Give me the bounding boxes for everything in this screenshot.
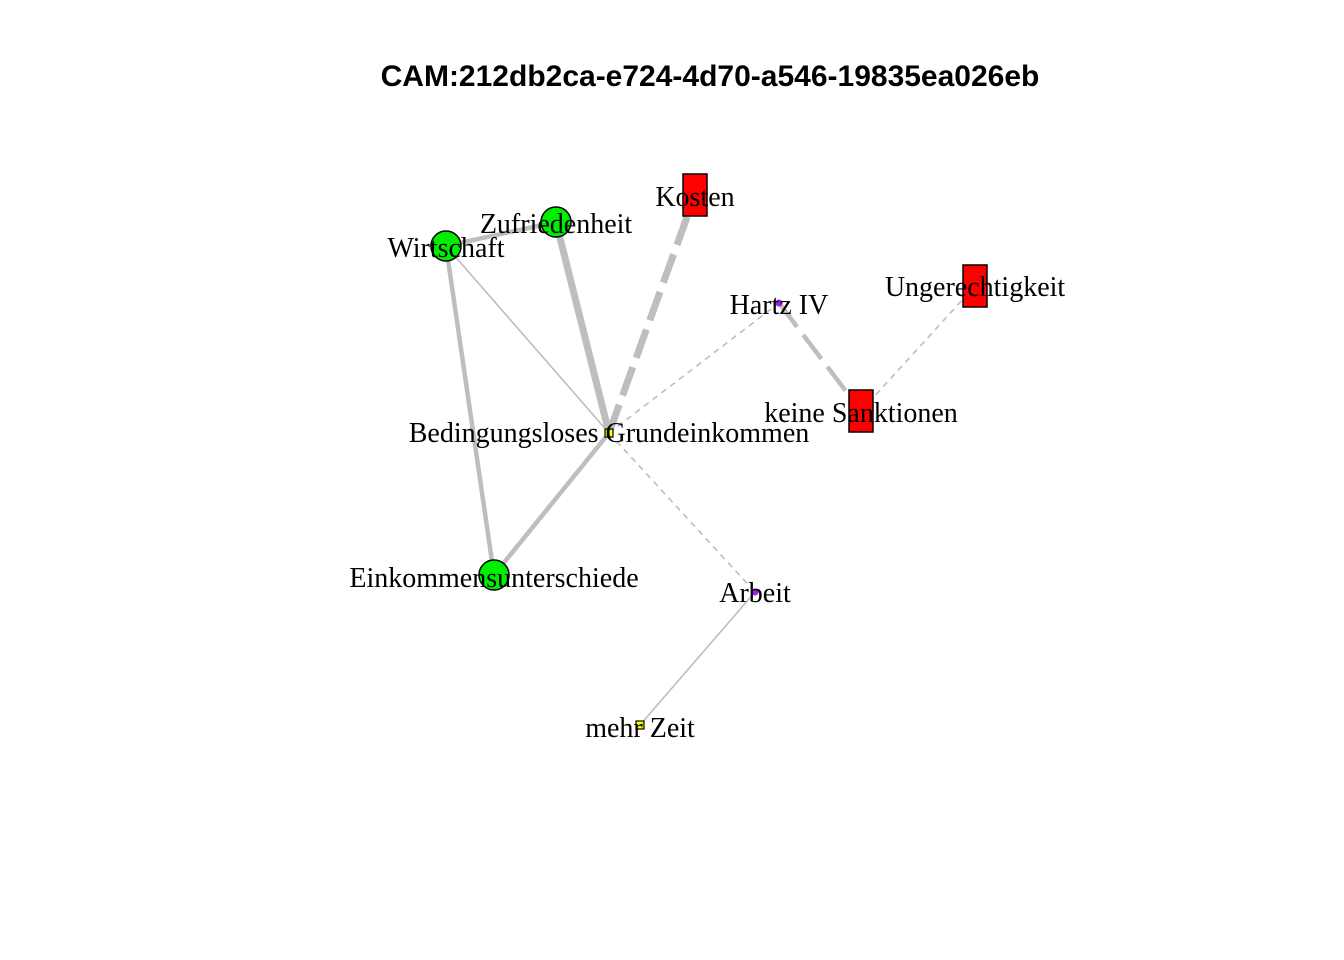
diagram-title: CAM:212db2ca-e724-4d70-a546-19835ea026eb <box>380 60 1040 93</box>
edge-arbeit-zeit <box>639 591 756 726</box>
node-label-hartz: Hartz IV <box>730 290 829 321</box>
node-label-ungerechtigkeit: Ungerechtigkeit <box>885 272 1066 303</box>
edge-hartz-sanktionen <box>777 301 863 413</box>
node-label-arbeit: Arbeit <box>719 578 791 609</box>
edge-bge-arbeit <box>608 432 756 593</box>
node-hartz <box>775 299 783 307</box>
node-label-einkommen: Einkommensunterschiede <box>349 563 638 594</box>
node-label-bge: Bedingungsloses Grundeinkommen <box>409 418 810 449</box>
node-wirtschaft <box>430 230 462 262</box>
edge-sanktionen-ungerechtigkeit <box>860 285 976 412</box>
edge-wirtschaft-einkommen <box>443 245 497 576</box>
node-arbeit <box>751 588 759 596</box>
edges-layer <box>443 193 976 726</box>
node-zeit <box>635 720 645 730</box>
node-label-sanktionen: keine Sanktionen <box>764 398 958 429</box>
edge-bge-kosten <box>605 193 699 435</box>
edge-bge-hartz <box>608 302 780 434</box>
nodes-layer <box>430 173 988 730</box>
node-label-zufriedenheit: Zufriedenheit <box>480 209 633 240</box>
edge-bge-wirtschaft <box>445 245 610 434</box>
node-bge <box>604 428 614 438</box>
node-label-kosten: Kosten <box>655 182 734 213</box>
node-ungerechtigkeit <box>962 264 988 308</box>
node-label-zeit: mehr Zeit <box>585 713 695 744</box>
edge-bge-zufriedenheit <box>552 221 613 434</box>
labels-layer: Bedingungsloses Grundeinkommen Wirtschaft… <box>349 182 1065 744</box>
node-sanktionen <box>848 389 874 433</box>
node-kosten <box>682 173 708 217</box>
node-label-wirtschaft: Wirtschaft <box>387 233 504 264</box>
node-einkommen <box>478 559 510 591</box>
edge-wirtschaft-zufriedenheit <box>445 219 557 249</box>
node-zufriedenheit <box>540 206 572 238</box>
edge-bge-einkommen <box>492 431 611 577</box>
